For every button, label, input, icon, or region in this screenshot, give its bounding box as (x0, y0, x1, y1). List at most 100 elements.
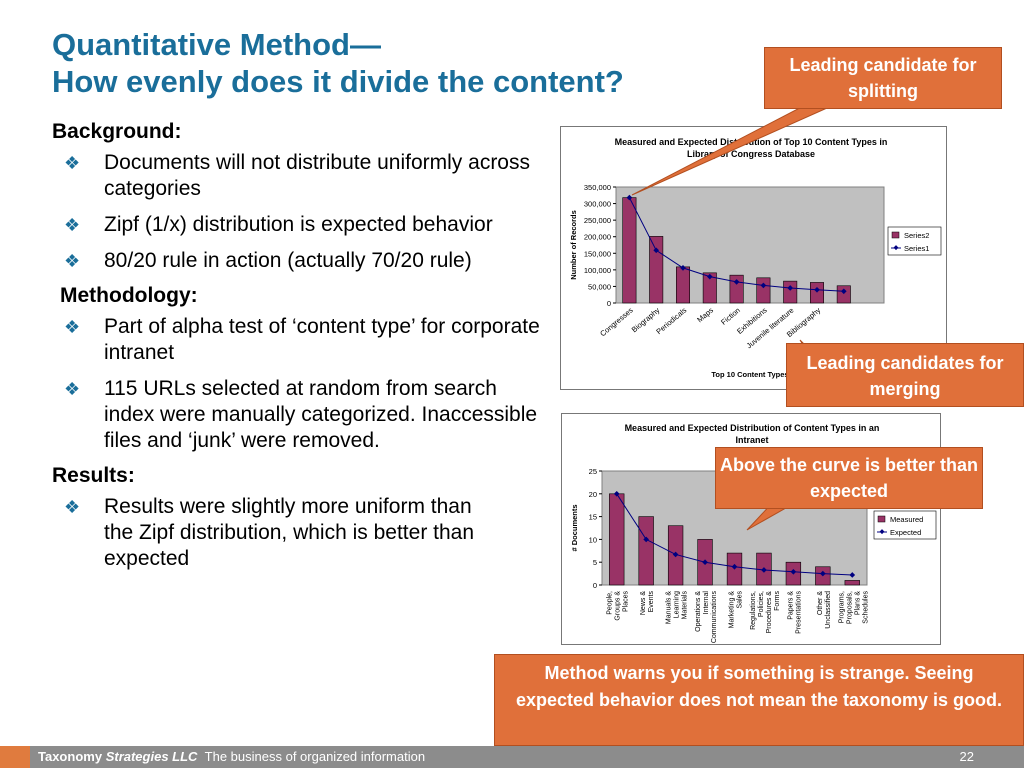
background-bullet-1: ❖ Documents will not distribute uniforml… (52, 150, 552, 202)
bar (702, 272, 717, 304)
bullet-diamond-icon: ❖ (64, 379, 81, 399)
x-tick-label: People, (607, 591, 614, 615)
x-tick-label: Presentations (795, 591, 802, 634)
bar (756, 277, 771, 304)
x-tick-label: Materials (682, 591, 689, 620)
y-axis-label: # Documents (570, 504, 579, 551)
x-tick-label: Other & (817, 591, 824, 615)
chart-title: Measured and Expected Distribution of To… (615, 137, 888, 147)
line-point (733, 279, 740, 285)
x-tick-label: Learning (674, 591, 681, 618)
footer-logo-icon (0, 746, 30, 768)
x-tick-label: Schedules (862, 591, 869, 624)
footer-bar: Taxonomy Strategies LLC The business of … (0, 746, 1024, 768)
bar (844, 580, 860, 586)
bullet-diamond-icon: ❖ (64, 153, 81, 173)
x-tick-label: Places (623, 591, 630, 613)
content-left: Background: ❖ Documents will not distrib… (52, 120, 552, 582)
x-tick-label: Policies, (758, 591, 765, 617)
results-heading: Results: (52, 464, 135, 487)
bar (649, 236, 664, 304)
x-tick-label: Fiction (719, 306, 742, 327)
chart-title: Measured and Expected Distribution of Co… (625, 423, 880, 433)
callout-above-curve: Above the curve is better than expected (715, 447, 983, 509)
y-tick-label: 300,000 (584, 200, 611, 209)
y-tick-label: 10 (589, 535, 597, 544)
legend-label: Series2 (904, 231, 929, 240)
line-point (760, 282, 767, 289)
chart-title: Intranet (735, 435, 768, 445)
slide-title: Quantitative Method— How evenly does it … (52, 26, 772, 100)
background-bullet-3: ❖ 80/20 rule in action (actually 70/20 r… (52, 248, 552, 274)
line-point (680, 265, 686, 271)
legend-label: Expected (890, 528, 921, 537)
legend-swatch-bar (891, 231, 900, 239)
callout-merging: Leading candidates for merging (786, 343, 1024, 407)
bar (810, 282, 825, 304)
bar (836, 285, 851, 304)
x-tick-label: Proposals, (846, 591, 853, 624)
y-tick-label: 200,000 (584, 233, 611, 242)
x-tick-label: Programs, (838, 591, 845, 623)
legend-box (873, 510, 937, 540)
y-tick-label: 0 (593, 581, 597, 590)
bar (676, 266, 691, 304)
x-tick-label: Regulations, (750, 591, 757, 630)
bar (609, 493, 625, 586)
bullet-text: 115 URLs selected at random from search … (104, 377, 538, 452)
bullet-text: 80/20 rule in action (actually 70/20 rul… (104, 249, 472, 272)
x-tick-label: Marketing & (729, 591, 736, 629)
legend-swatch-point (893, 245, 899, 251)
bullet-diamond-icon: ❖ (64, 215, 81, 235)
bullet-text: Part of alpha test of ‘content type’ for… (104, 315, 540, 364)
legend-label: Measured (890, 515, 923, 524)
x-tick-label: Communications (711, 591, 718, 644)
methodology-bullet-2: ❖ 115 URLs selected at random from searc… (52, 376, 552, 454)
bullet-diamond-icon: ❖ (64, 317, 81, 337)
x-tick-label: Forms (774, 591, 781, 611)
y-tick-label: 5 (593, 558, 597, 567)
bar (622, 197, 637, 304)
x-tick-label: Maps (695, 305, 715, 324)
legend-swatch-bar (877, 515, 886, 523)
y-tick-label: 150,000 (584, 249, 611, 258)
x-tick-label: Events (648, 591, 655, 613)
footer-text: Taxonomy Strategies LLC The business of … (38, 749, 425, 764)
x-tick-label: Plans & (854, 591, 861, 615)
footer-company-italic: Strategies LLC (105, 749, 198, 764)
x-tick-label: Procedures & (766, 591, 773, 634)
y-tick-label: 15 (589, 513, 597, 522)
x-axis-label: Top 10 Content Types (711, 370, 788, 379)
methodology-heading: Methodology: (60, 284, 198, 307)
x-tick-label: Congresses (598, 305, 635, 338)
x-tick-label: Sales (737, 591, 744, 609)
background-bullet-2: ❖ Zipf (1/x) distribution is expected be… (52, 212, 552, 238)
y-tick-label: 25 (589, 467, 597, 476)
results-bullet-1: ❖ Results were slightly more uniform tha… (52, 494, 499, 572)
y-tick-label: 20 (589, 490, 597, 499)
x-tick-label: Manuals & (666, 591, 673, 624)
legend-box (887, 226, 942, 256)
slide-title-line2: How evenly does it divide the content? (52, 64, 624, 99)
y-tick-label: 50,000 (588, 282, 611, 291)
chart-title: Library of Congress Database (687, 149, 815, 159)
bullet-diamond-icon: ❖ (64, 497, 81, 517)
callout-splitting: Leading candidate for splitting (764, 47, 1002, 109)
line-point (814, 286, 820, 293)
y-tick-label: 0 (607, 299, 611, 308)
bar (783, 280, 798, 304)
x-tick-label: Periodicals (654, 305, 688, 336)
slide-title-line1: Quantitative Method— (52, 27, 381, 62)
x-tick-label: Operations & (695, 591, 702, 632)
y-tick-label: 250,000 (584, 216, 611, 225)
y-tick-label: 100,000 (584, 266, 611, 275)
footer-company: Taxonomy (38, 749, 103, 764)
line-point (672, 551, 679, 558)
bullet-text: Documents will not distribute uniformly … (104, 151, 530, 200)
x-tick-label: Unclassified (825, 591, 832, 629)
line-point (731, 563, 738, 570)
y-tick-label: 350,000 (584, 183, 611, 192)
background-heading: Background: (52, 120, 182, 143)
line-point (849, 572, 856, 578)
line-point (820, 570, 826, 577)
